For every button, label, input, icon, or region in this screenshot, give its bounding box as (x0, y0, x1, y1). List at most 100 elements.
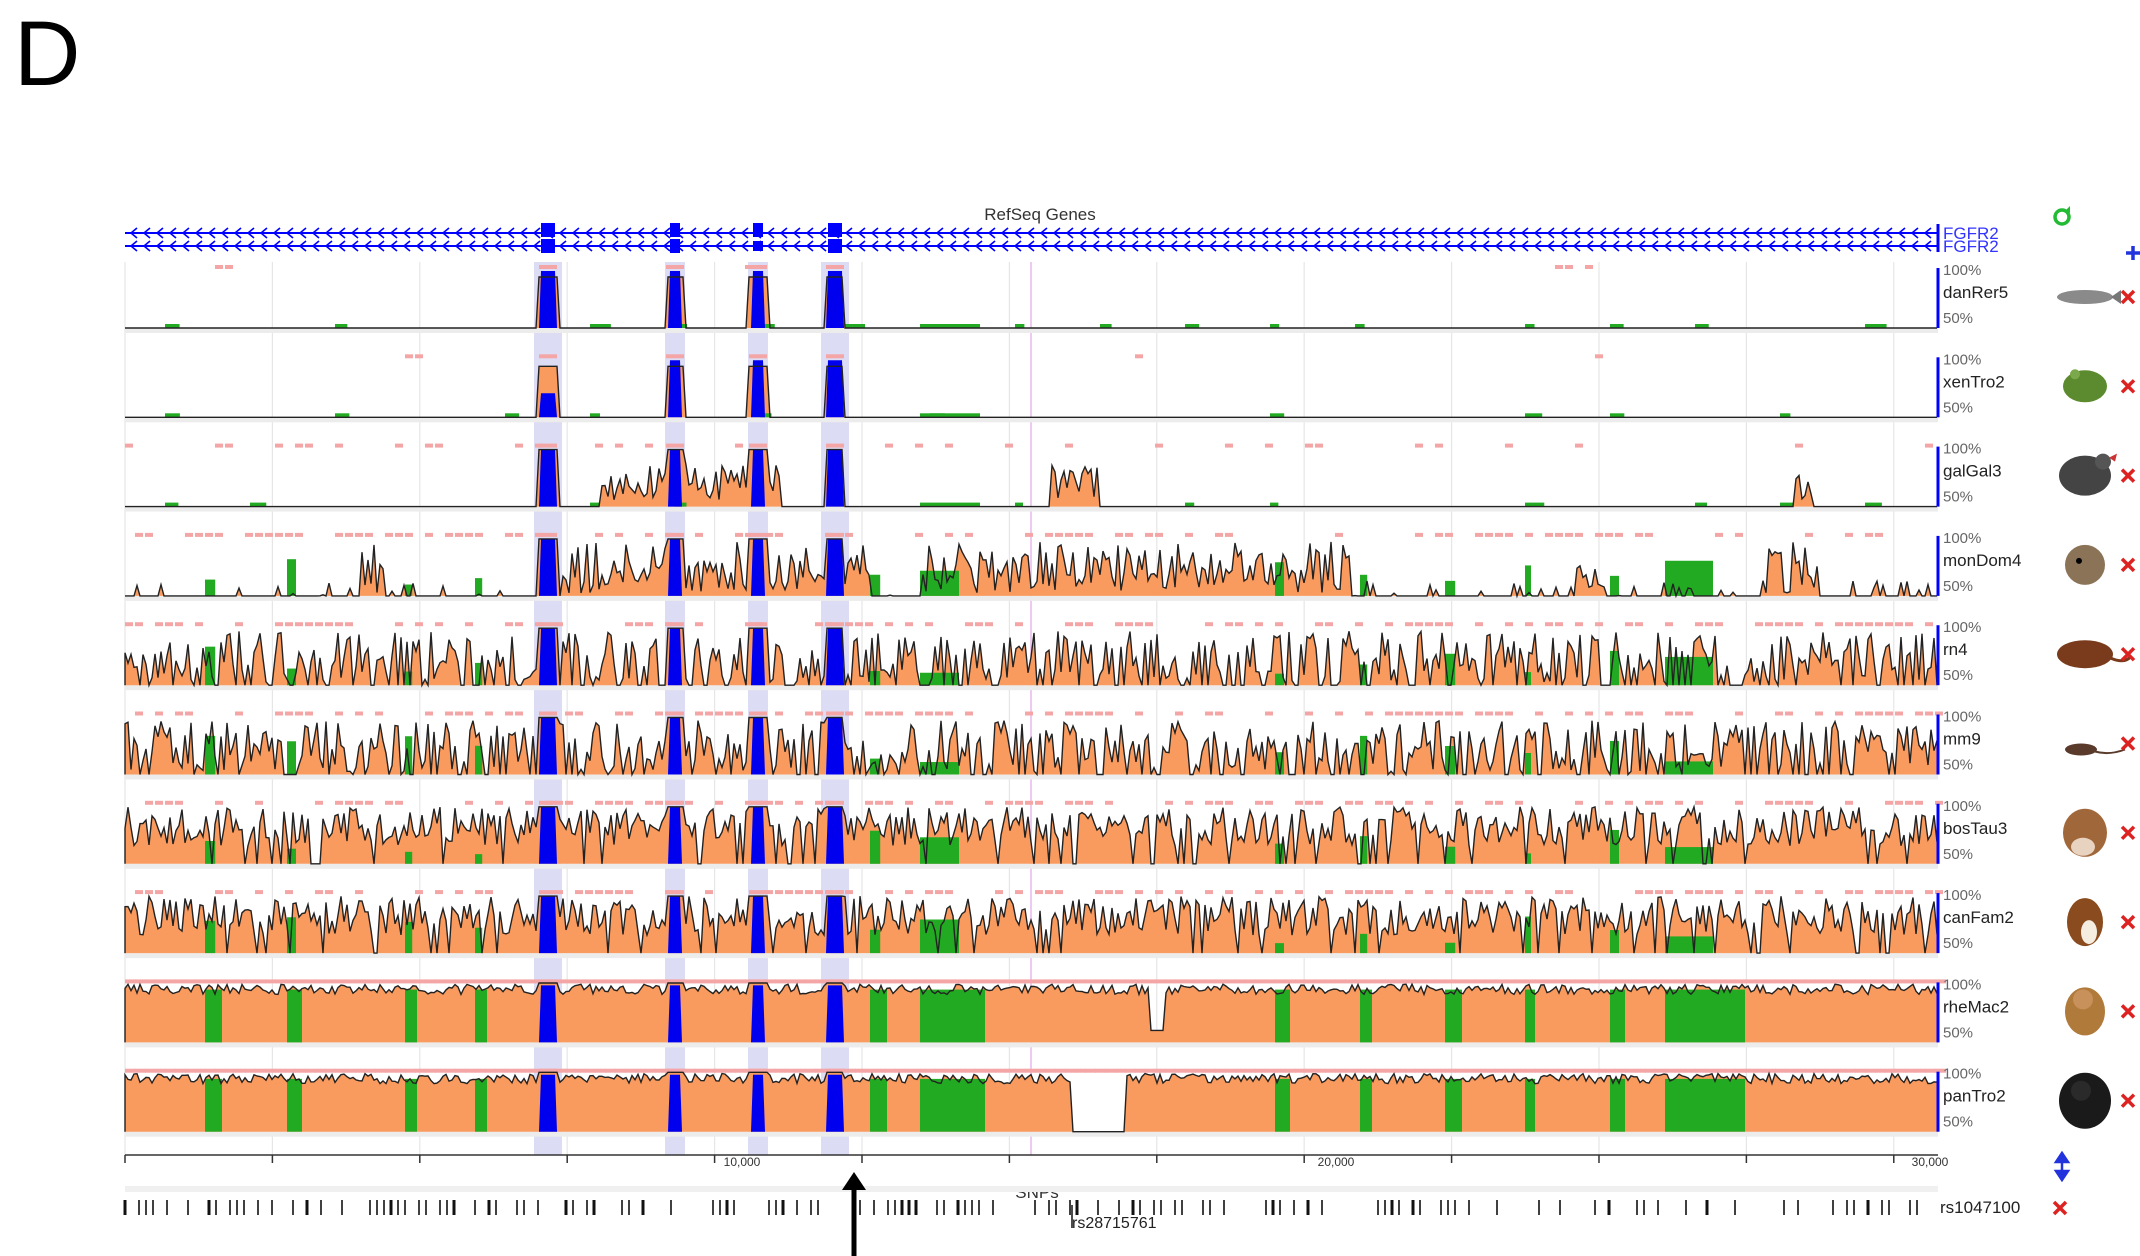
remove-track-icon[interactable] (2120, 914, 2136, 930)
strand-arrow (1508, 227, 1516, 239)
ecr-bar (1445, 711, 1453, 716)
add-track-icon[interactable] (2126, 246, 2140, 260)
ecr-bar (435, 890, 443, 895)
strand-arrow (1196, 227, 1204, 239)
remove-track-icon[interactable] (2120, 379, 2136, 394)
ecr-bar (1115, 1068, 1126, 1073)
pct-100-label: 100% (1943, 709, 1981, 726)
add-track-icon[interactable] (2126, 246, 2140, 260)
ecr-bar (1325, 1068, 1336, 1073)
refresh-icon[interactable] (2053, 208, 2071, 226)
ecr-bar (1265, 711, 1273, 716)
ecr-bar (1845, 800, 1853, 805)
ecr-bar (1025, 711, 1033, 716)
remove-track-icon[interactable] (2120, 468, 2136, 483)
ecr-bar (1605, 711, 1613, 716)
ecr-bar (1015, 890, 1023, 895)
ecr-bar (945, 890, 953, 895)
ecr-bar (1555, 890, 1563, 895)
utr-region (1525, 753, 1531, 775)
remove-track-icon[interactable] (2120, 825, 2136, 841)
remove-track-icon[interactable] (2120, 289, 2136, 305)
ecr-bar (826, 979, 844, 984)
ecr-bar (1605, 532, 1613, 537)
remove-track-icon[interactable] (2120, 1004, 2136, 1019)
ecr-bar (1525, 532, 1533, 537)
conservation-track-danRer5: 100% danRer5 50% (125, 262, 2136, 333)
ecr-bar (765, 1068, 776, 1073)
icon-shape (2094, 748, 2126, 755)
ecr-bar (1325, 979, 1336, 984)
ecr-bar (935, 890, 943, 895)
utr-region (475, 578, 483, 596)
remove-track-icon[interactable] (2120, 914, 2136, 930)
remove-track-icon[interactable] (2120, 557, 2136, 573)
remove-track-icon[interactable] (2120, 736, 2136, 751)
conservation-outline (125, 276, 1937, 329)
remove-track-icon[interactable] (2120, 646, 2136, 662)
ecr-bar (355, 979, 366, 984)
strand-arrow (1118, 240, 1126, 252)
conservation-outline (124, 716, 1938, 778)
ecr-bar (1925, 622, 1933, 627)
ecr-bar (615, 890, 623, 895)
remove-track-icon[interactable] (2120, 1093, 2136, 1108)
ecr-bar (1025, 1068, 1036, 1073)
snp-id-right: rs1047100 (1940, 1198, 2020, 1217)
ecr-bar (1065, 532, 1073, 537)
ecr-bar (775, 890, 783, 895)
strand-arrow (299, 227, 307, 239)
remove-track-icon[interactable] (2120, 1004, 2136, 1019)
ecr-bar (255, 800, 263, 805)
strand-arrow (1885, 227, 1893, 239)
ecr-bar (1645, 800, 1653, 805)
ecr-bar (1885, 711, 1893, 716)
utr-region (405, 921, 413, 954)
refresh-icon[interactable] (2053, 206, 2071, 226)
strand-arrow (1456, 240, 1464, 252)
remove-track-icon[interactable] (2052, 1200, 2068, 1216)
ecr-bar (1465, 979, 1476, 984)
remove-track-icon[interactable] (2120, 1093, 2136, 1108)
remove-track-icon[interactable] (2120, 646, 2136, 662)
strand-arrow (1014, 240, 1022, 252)
ecr-bar (695, 1068, 706, 1073)
ecr-bar (1205, 622, 1213, 627)
refresh-icon[interactable] (2066, 206, 2070, 213)
ecr-bar (749, 890, 767, 895)
remove-track-icon[interactable] (2120, 736, 2136, 751)
ecr-bar (1875, 711, 1883, 716)
ecr-bar (765, 890, 773, 895)
ecr-bar (1165, 800, 1173, 805)
ecr-bar (1255, 1068, 1266, 1073)
remove-track-icon[interactable] (2120, 289, 2136, 305)
remove-track-icon[interactable] (2120, 468, 2136, 483)
strand-arrow (689, 240, 697, 252)
ecr-bar (125, 1068, 136, 1073)
ecr-bar (1405, 1068, 1416, 1073)
ecr-bar (225, 890, 233, 895)
ecr-bar (1135, 711, 1143, 716)
remove-track-icon[interactable] (2120, 379, 2136, 394)
strand-arrow (390, 227, 398, 239)
ecr-bar (1475, 622, 1483, 627)
ecr-bar (1895, 979, 1906, 984)
pct-100-label: 100% (1943, 887, 1981, 904)
ecr-bar (185, 979, 196, 984)
utr-region (1610, 324, 1624, 328)
remove-track-icon[interactable] (2052, 1200, 2068, 1216)
ecr-bar (335, 443, 343, 448)
remove-track-icon[interactable] (2120, 557, 2136, 573)
ecr-bar (1645, 890, 1653, 895)
remove-track-icon[interactable] (2120, 825, 2136, 841)
utr-region (920, 762, 959, 775)
ecr-bar (455, 979, 466, 984)
ecr-bar (1215, 800, 1223, 805)
ecr-bar (205, 532, 213, 537)
track-label: galGal3 (1943, 462, 2002, 481)
conservation-outline (125, 538, 1937, 599)
ecr-bar (1375, 979, 1386, 984)
ecr-bar (1575, 443, 1583, 448)
move-track-icon[interactable] (2053, 1150, 2071, 1183)
move-track-icon[interactable] (2053, 1150, 2071, 1183)
